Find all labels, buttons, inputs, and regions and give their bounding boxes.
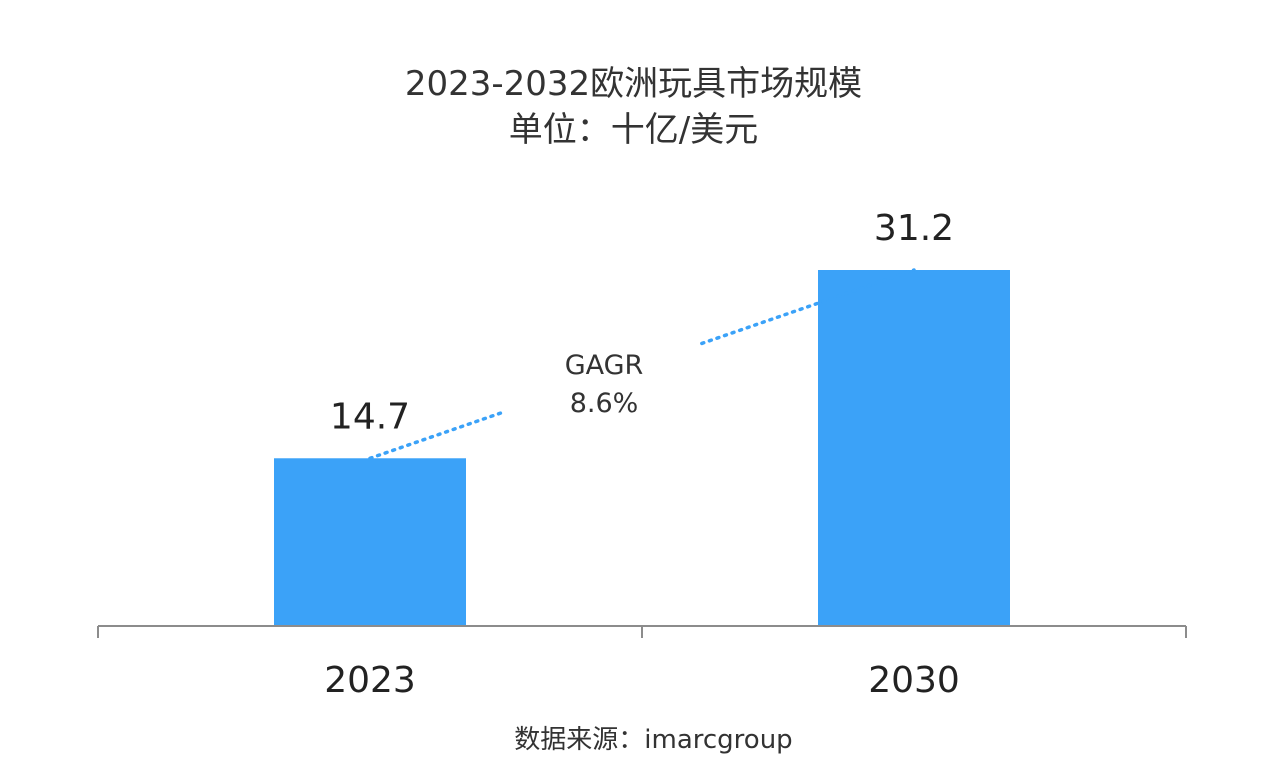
cagr-trend-segment	[368, 409, 508, 461]
chart-title: 2023-2032欧洲玩具市场规模	[404, 64, 863, 104]
cagr-label: GAGR	[565, 350, 644, 381]
cagr-value: 8.6%	[570, 388, 639, 419]
category-label-2023: 2023	[324, 660, 416, 701]
bar-2023	[274, 458, 466, 626]
category-label-2030: 2030	[868, 660, 960, 701]
cagr-trend-segment	[700, 268, 916, 346]
chart-subtitle: 单位：十亿/美元	[508, 110, 759, 150]
value-label-2030: 31.2	[874, 208, 954, 249]
source-note: 数据来源：imarcgroup	[514, 725, 793, 755]
cagr-trend: GAGR 8.6%	[368, 268, 916, 461]
value-label-2023: 14.7	[330, 396, 410, 437]
bar-2030	[818, 270, 1010, 626]
x-axis	[97, 625, 1187, 638]
bars-layer	[274, 270, 1010, 626]
labels-layer: 14.7 2023 31.2 2030	[324, 208, 960, 701]
